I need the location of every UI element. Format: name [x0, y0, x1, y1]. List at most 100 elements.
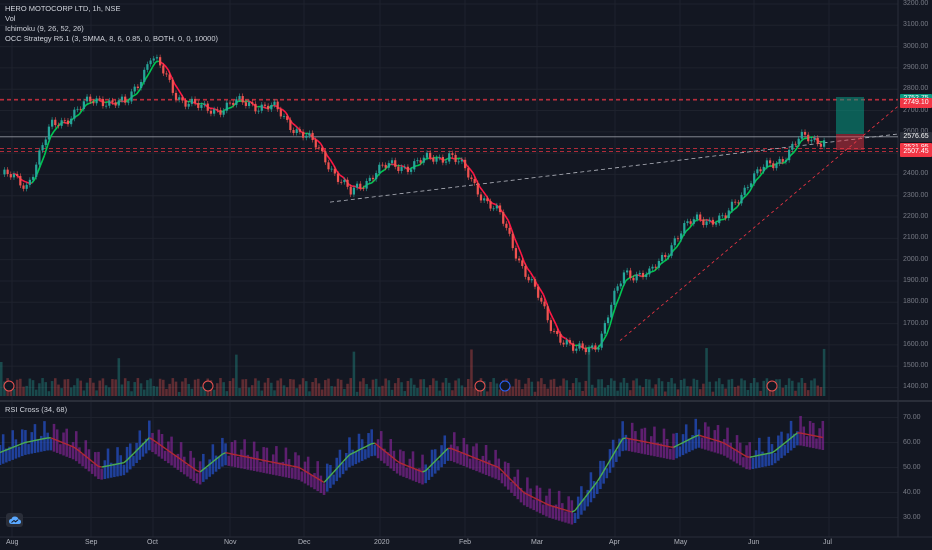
rsi-line: [244, 455, 248, 458]
rsi-line: [2, 449, 7, 452]
candle-body: [63, 120, 66, 122]
candle-body: [686, 221, 689, 224]
candle-body: [788, 149, 791, 161]
rsi-line: [520, 489, 525, 494]
candle-body: [746, 187, 749, 189]
volume-bar: [625, 382, 629, 396]
rsi-line: [774, 447, 779, 452]
ma-segment: [781, 161, 785, 164]
volume-bar: [349, 378, 353, 396]
candle-body: [749, 183, 753, 188]
candle-body: [368, 177, 371, 181]
volume-bar: [514, 378, 518, 396]
candle-body: [365, 180, 368, 189]
rsi-line: [485, 461, 490, 465]
volume-bar: [791, 380, 794, 396]
volume-bar: [606, 385, 610, 396]
rsi-line: [463, 452, 468, 456]
volume-bar: [530, 381, 534, 396]
candle-body: [651, 266, 654, 269]
ma-segment: [631, 274, 636, 278]
rsi-line: [374, 442, 379, 447]
rsi-line: [266, 460, 271, 463]
tradingview-logo-button[interactable]: [6, 513, 23, 527]
volume-bar: [727, 379, 731, 396]
volume-bar: [358, 381, 362, 396]
strategy-indicator-label[interactable]: OCC Strategy R5.1 (3, SMMA, 8, 6, 0.85, …: [5, 34, 219, 43]
rsi-line: [530, 495, 535, 499]
volume-bar: [371, 379, 375, 396]
volume-bar: [657, 378, 661, 396]
ma-segment: [482, 190, 487, 196]
volume-bar: [111, 379, 114, 396]
rsi-line: [657, 443, 661, 446]
candle-body: [238, 96, 241, 100]
rsi-line: [711, 438, 716, 441]
candle-body: [483, 198, 486, 201]
ma-segment: [212, 107, 217, 111]
volume-bar: [19, 378, 22, 396]
ma-segment: [520, 253, 525, 263]
volume-bar: [609, 378, 613, 396]
candle-body: [489, 201, 492, 209]
ma-segment: [46, 136, 52, 146]
volume-bar: [152, 385, 156, 396]
volume-bar: [114, 379, 117, 396]
rsi-line: [383, 450, 389, 454]
ma-segment: [329, 159, 335, 166]
rsi-line: [746, 455, 750, 458]
candle-body: [206, 103, 209, 111]
rsi-line: [257, 458, 261, 461]
volume-bar: [717, 378, 721, 396]
volume-bar: [279, 378, 283, 396]
volume-bar: [759, 390, 762, 396]
ma-segment: [755, 176, 760, 181]
ma-segment: [793, 146, 799, 153]
candle-body: [9, 174, 12, 178]
vol-indicator-label[interactable]: Vol: [5, 14, 16, 23]
rsi-line: [336, 464, 341, 470]
volume-bar: [333, 386, 337, 396]
candle-body: [257, 110, 260, 112]
position-box[interactable]: [836, 97, 864, 150]
candle-body: [619, 283, 622, 287]
candle-body: [632, 277, 635, 281]
candle-body: [57, 125, 60, 126]
price-tick-label: 2800.00: [903, 85, 929, 93]
symbol-title[interactable]: HERO MOTOCORP LTD, 1h, NSE: [5, 4, 121, 13]
rsi-line: [50, 437, 55, 440]
volume-bar: [390, 389, 394, 396]
rsi-line: [590, 485, 595, 491]
volume-bar: [28, 378, 32, 396]
rsi-line: [393, 457, 398, 462]
rsi-line: [510, 479, 516, 485]
price-tick-label: 1400.00: [903, 383, 929, 391]
ma-segment: [88, 101, 93, 105]
volume-bar: [524, 383, 527, 396]
ichimoku-indicator-label[interactable]: Ichimoku (9, 26, 52, 26): [5, 24, 84, 33]
time-tick-label: Apr: [609, 539, 620, 546]
rsi-line: [441, 451, 446, 456]
time-tick-label: 2020: [374, 539, 390, 546]
candle-body: [139, 81, 143, 89]
candle-body: [124, 96, 127, 103]
rsi-line: [41, 437, 45, 440]
rsi-line: [94, 463, 99, 468]
time-tick-label: Sep: [85, 539, 98, 546]
ma-segment: [409, 166, 414, 170]
ma-segment: [368, 182, 372, 185]
rsi-indicator-label[interactable]: RSI Cross (34, 68): [5, 405, 68, 414]
candle-body: [400, 166, 403, 171]
rsi-line: [759, 453, 763, 456]
rsi-line: [377, 445, 382, 449]
rsi-line: [667, 445, 671, 448]
volume-bar: [648, 379, 651, 396]
rsi-line: [415, 468, 420, 472]
volume-bar: [15, 379, 19, 396]
ma-segment: [542, 294, 548, 303]
volume-bar: [565, 380, 569, 396]
candle-body: [73, 109, 76, 119]
moving-average-line: [12, 60, 823, 350]
rsi-line: [333, 468, 338, 473]
